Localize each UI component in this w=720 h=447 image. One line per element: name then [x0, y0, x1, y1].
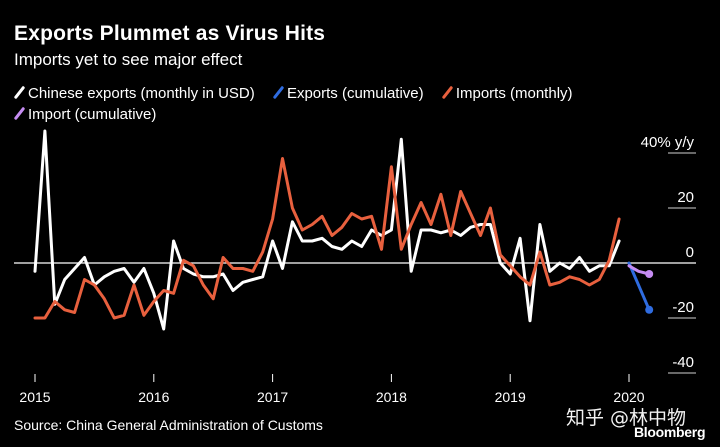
y-tick-label: -20 — [672, 299, 694, 316]
series-endpoint-imports-cumulative — [645, 270, 654, 278]
y-tick-label: 0 — [686, 244, 694, 261]
series-line-exports-monthly — [33, 129, 621, 331]
source-note: Source: China General Administration of … — [14, 417, 323, 433]
y-tick-label: 40% y/y — [641, 134, 695, 151]
chart-title: Exports Plummet as Virus Hits — [14, 22, 326, 45]
chart-subtitle: Imports yet to see major effect — [14, 50, 243, 69]
legend-label: Import (cumulative) — [28, 106, 157, 123]
x-tick-label: 2018 — [376, 389, 407, 405]
x-tick-label: 2016 — [138, 389, 169, 405]
watermark: 知乎 @林中物 — [566, 407, 687, 429]
legend-label: Chinese exports (monthly in USD) — [28, 85, 255, 102]
x-tick-label: 2017 — [257, 389, 288, 405]
legend-item-imports-cumulative: Import (cumulative) — [13, 104, 157, 125]
legend-item-imports-monthly: Imports (monthly) — [441, 83, 573, 104]
legend-item-exports-cumulative: Exports (cumulative) — [272, 83, 424, 104]
legend-item-exports-monthly: Chinese exports (monthly in USD) — [13, 83, 255, 104]
brand-logo: Bloomberg — [634, 424, 706, 440]
y-tick-label: -40 — [672, 354, 694, 371]
series-line-exports-cumulative — [627, 261, 651, 312]
x-tick-label: 2019 — [495, 389, 526, 405]
y-tick-label: 20 — [677, 189, 694, 206]
legend-label: Imports (monthly) — [455, 85, 573, 102]
legend-label: Exports (cumulative) — [286, 85, 424, 102]
legend: Chinese exports (monthly in USD) Exports… — [13, 83, 704, 125]
series-endpoint-exports-cumulative — [645, 305, 654, 314]
series-line-imports-monthly — [33, 157, 621, 320]
x-tick-label: 2020 — [613, 389, 644, 405]
x-tick-label: 2015 — [19, 389, 50, 405]
